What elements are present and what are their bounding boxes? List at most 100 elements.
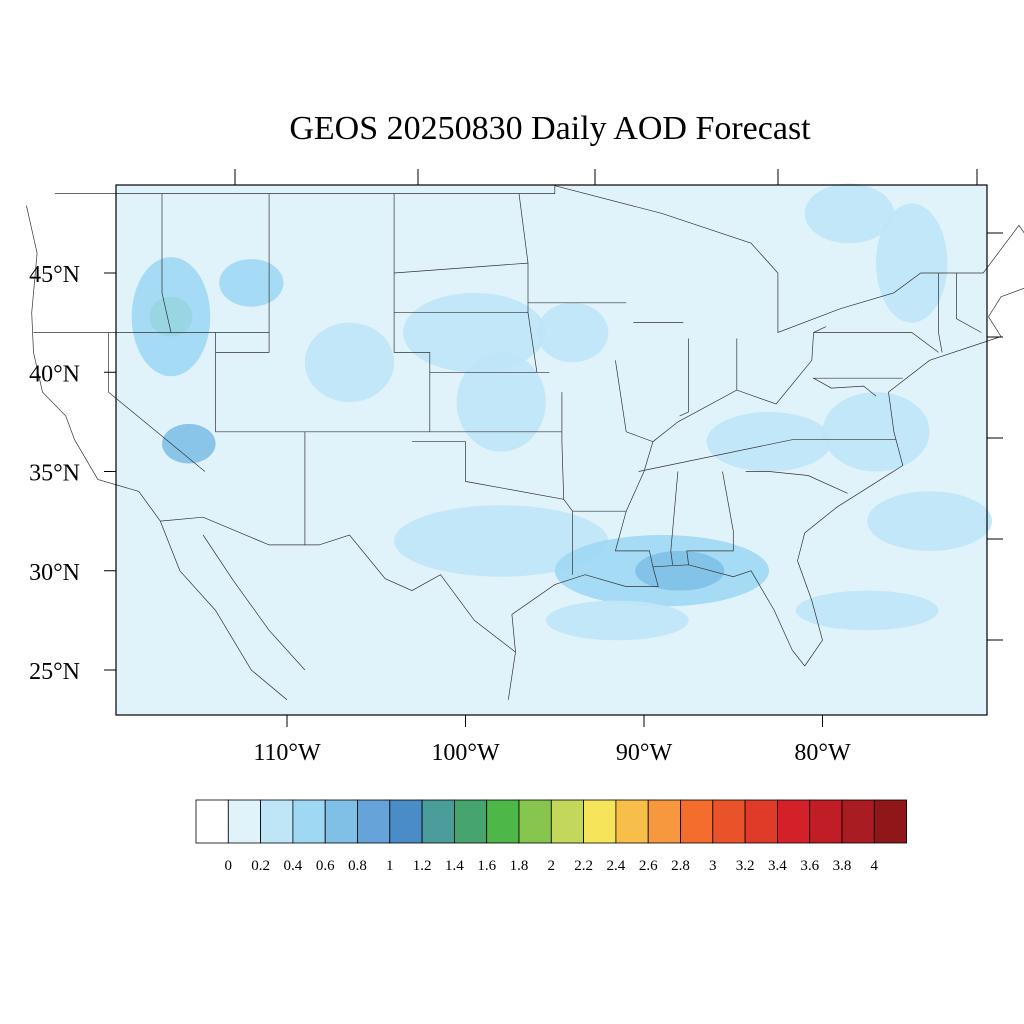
border-line	[26, 205, 161, 522]
colorbar-box	[841, 799, 875, 844]
border-line	[304, 193, 431, 545]
colorbar-label: 0.6	[316, 858, 335, 874]
aod-region	[822, 392, 930, 472]
colorbar-box	[260, 799, 294, 844]
border-line	[956, 273, 982, 333]
map-layer	[26, 183, 1024, 716]
colorbar-label: 1.2	[413, 858, 432, 874]
latitude-labels: 25°N 30°N 35°N 40°N 45°N	[29, 262, 80, 685]
border-line	[812, 377, 903, 397]
colorbar-box	[777, 799, 811, 844]
border-line	[394, 262, 529, 274]
colorbar-label: 2.8	[671, 858, 690, 874]
lat-label: 45°N	[29, 262, 80, 288]
longitude-labels: 110°W 100°W 90°W 80°W	[253, 740, 851, 766]
border-line	[670, 471, 679, 565]
colorbar-label: 0.8	[348, 858, 367, 874]
colorbar-box	[324, 799, 358, 844]
border-line	[797, 287, 1024, 667]
border-line	[215, 193, 270, 353]
map-ticks	[104, 169, 1003, 727]
colorbar-box	[647, 799, 681, 844]
lon-label: 110°W	[253, 740, 321, 766]
aod-region	[804, 183, 894, 244]
border-line	[614, 360, 654, 567]
lat-label: 35°N	[29, 461, 80, 487]
colorbar-box	[550, 799, 584, 844]
colorbar-label: 2.2	[574, 858, 593, 874]
lat-label: 25°N	[29, 659, 80, 685]
colorbar-label: 3.8	[833, 858, 852, 874]
colorbar-box	[486, 799, 520, 844]
colorbar-label: 0.4	[284, 858, 303, 874]
aod-region	[131, 257, 211, 377]
colorbar-label: 1.8	[510, 858, 529, 874]
aod-region	[635, 550, 725, 591]
border-line	[202, 534, 306, 671]
colorbar-box	[227, 799, 262, 844]
border-line	[518, 193, 538, 373]
colorbar-label: 0	[225, 858, 233, 874]
colorbar-label: 2.6	[639, 858, 658, 874]
aod-region	[304, 322, 395, 403]
colorbar-label: 3.2	[736, 858, 755, 874]
state-borders	[26, 185, 1024, 701]
colorbar-box	[809, 799, 843, 844]
colorbar-label: 3.6	[800, 858, 819, 874]
colorbar-box	[195, 799, 229, 844]
border-line	[813, 332, 939, 353]
aod-region	[456, 352, 546, 452]
aod-region	[394, 505, 609, 577]
colorbar-box	[744, 799, 778, 844]
border-line	[54, 185, 1024, 334]
border-line	[215, 332, 305, 433]
colorbar-label: 0.2	[251, 858, 270, 874]
border-line	[507, 652, 516, 700]
lat-label: 30°N	[29, 560, 80, 586]
aod-region	[795, 590, 939, 631]
colorbar-box	[453, 799, 488, 844]
border-line	[108, 332, 206, 472]
aod-region	[706, 411, 832, 472]
lon-label: 100°W	[431, 740, 500, 766]
colorbar	[195, 799, 907, 844]
colorbar-box	[712, 799, 746, 844]
colorbar-box	[680, 799, 714, 844]
colorbar-box	[389, 799, 423, 844]
border-line	[686, 471, 734, 565]
colorbar-box	[615, 799, 649, 844]
lat-label: 40°N	[29, 361, 80, 387]
border-line	[679, 338, 689, 417]
colorbar-label: 1.4	[445, 858, 464, 874]
aod-region	[536, 302, 609, 363]
colorbar-label: 2	[548, 858, 556, 874]
colorbar-box	[873, 799, 907, 844]
border-line	[938, 273, 943, 353]
map-title: GEOS 20250830 Daily AOD Forecast	[289, 110, 811, 147]
colorbar-label: 2.4	[607, 858, 626, 874]
border-line	[412, 441, 564, 500]
colorbar-label: 4	[871, 858, 879, 874]
colorbar-label: 1	[386, 858, 394, 874]
map-frame	[115, 184, 988, 716]
colorbar-box	[518, 799, 552, 844]
border-line	[561, 392, 573, 575]
aod-region	[162, 423, 216, 464]
colorbar-label: 1.6	[477, 858, 496, 874]
border-line	[161, 193, 172, 333]
colorbar-label: 3	[709, 858, 717, 874]
colorbar-labels: 0 0.2 0.4 0.6 0.8 1 1.2 1.4 1.6 1.8 2 2.2 2.4 2.6 2.8 3…	[225, 858, 879, 874]
colorbar-box	[421, 799, 455, 844]
colorbar-label: 3.4	[768, 858, 787, 874]
lon-label: 90°W	[616, 740, 673, 766]
lon-label: 80°W	[794, 740, 851, 766]
colorbar-box	[583, 799, 617, 844]
border-line	[745, 471, 848, 494]
aod-region	[545, 600, 689, 641]
border-line	[638, 439, 896, 472]
aod-region	[219, 259, 284, 307]
colorbar-box	[357, 799, 391, 844]
border-line	[160, 516, 516, 653]
border-line	[159, 520, 288, 701]
